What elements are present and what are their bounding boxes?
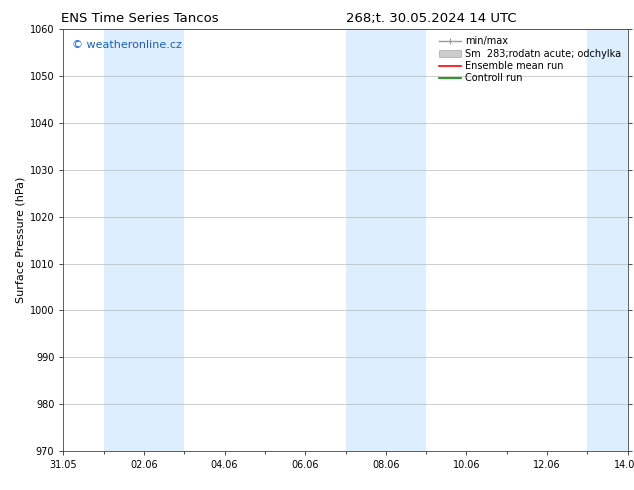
Text: ENS Time Series Tancos: ENS Time Series Tancos	[61, 12, 218, 25]
Legend: min/max, Sm  283;rodatn acute; odchylka, Ensemble mean run, Controll run: min/max, Sm 283;rodatn acute; odchylka, …	[437, 34, 623, 85]
Bar	[104, 29, 184, 451]
Bar	[346, 29, 426, 451]
Text: © weatheronline.cz: © weatheronline.cz	[72, 40, 182, 50]
Text: 268;t. 30.05.2024 14 UTC: 268;t. 30.05.2024 14 UTC	[346, 12, 517, 25]
Y-axis label: Surface Pressure (hPa): Surface Pressure (hPa)	[16, 177, 25, 303]
Bar	[587, 29, 628, 451]
